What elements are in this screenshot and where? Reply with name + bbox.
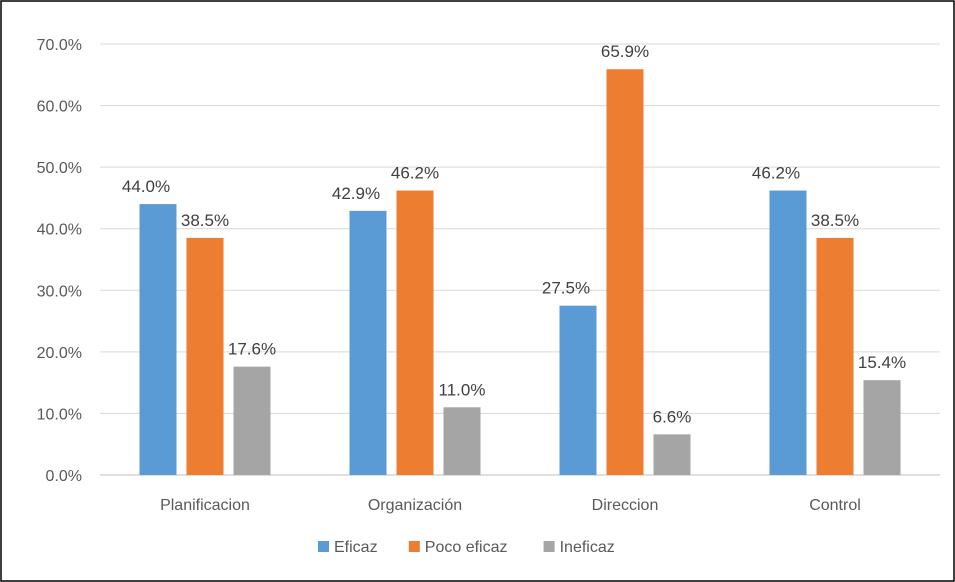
y-tick-label: 30.0%: [37, 283, 82, 300]
legend-swatch: [318, 541, 329, 552]
data-label: 27.5%: [542, 279, 590, 298]
legend: Eficaz Poco eficaz Ineficaz: [318, 539, 615, 556]
data-label: 38.5%: [811, 211, 859, 230]
x-axis-ticks: Planificacion Organización Direccion Contro…: [160, 497, 861, 514]
y-tick-label: 40.0%: [37, 222, 82, 239]
x-tick-label: Direccion: [592, 497, 659, 514]
bar-ineficaz: [653, 434, 691, 475]
data-labels: 44.0% 38.5% 17.6% 42.9% 46.2% 11.0% 27.5% 65.9%…: [122, 42, 906, 426]
data-label: 46.2%: [391, 164, 439, 183]
y-axis-ticks: 0.0% 10.0% 20.0% 30.0% 40.0% 50.0% 60.0% 70.0%: [37, 37, 82, 485]
data-label: 42.9%: [332, 184, 380, 203]
y-tick-label: 20.0%: [37, 345, 82, 362]
bar-ineficaz: [863, 380, 901, 475]
y-tick-label: 50.0%: [37, 160, 82, 177]
bar-eficaz: [769, 190, 807, 476]
data-label: 44.0%: [122, 177, 170, 196]
data-label: 65.9%: [601, 42, 649, 61]
data-label: 38.5%: [181, 211, 229, 230]
bar-poco-eficaz: [816, 237, 854, 475]
bar-eficaz: [559, 305, 597, 475]
legend-label: Eficaz: [334, 539, 378, 556]
bar-ineficaz: [443, 407, 481, 475]
legend-label: Poco eficaz: [425, 539, 508, 556]
legend-label: Ineficaz: [560, 539, 615, 556]
bar-poco-eficaz: [186, 237, 224, 475]
legend-swatch: [543, 541, 555, 552]
data-label: 11.0%: [439, 380, 486, 399]
x-tick-label: Control: [809, 497, 861, 514]
bar-ineficaz: [233, 366, 271, 475]
data-label: 46.2%: [752, 164, 800, 183]
y-tick-label: 70.0%: [37, 37, 82, 54]
bar-eficaz: [349, 210, 387, 475]
y-tick-label: 10.0%: [37, 406, 82, 423]
bars: [139, 69, 901, 476]
data-label: 17.6%: [228, 340, 276, 359]
x-tick-label: Organización: [368, 497, 462, 514]
y-tick-label: 0.0%: [46, 468, 82, 485]
x-tick-label: Planificacion: [160, 497, 250, 514]
y-tick-label: 60.0%: [37, 99, 82, 116]
bar-eficaz: [139, 204, 177, 476]
bar-poco-eficaz: [396, 190, 434, 476]
bar-poco-eficaz: [606, 69, 644, 475]
data-label: 15.4%: [858, 353, 906, 372]
legend-swatch: [408, 541, 420, 552]
data-label: 6.6%: [653, 407, 692, 426]
